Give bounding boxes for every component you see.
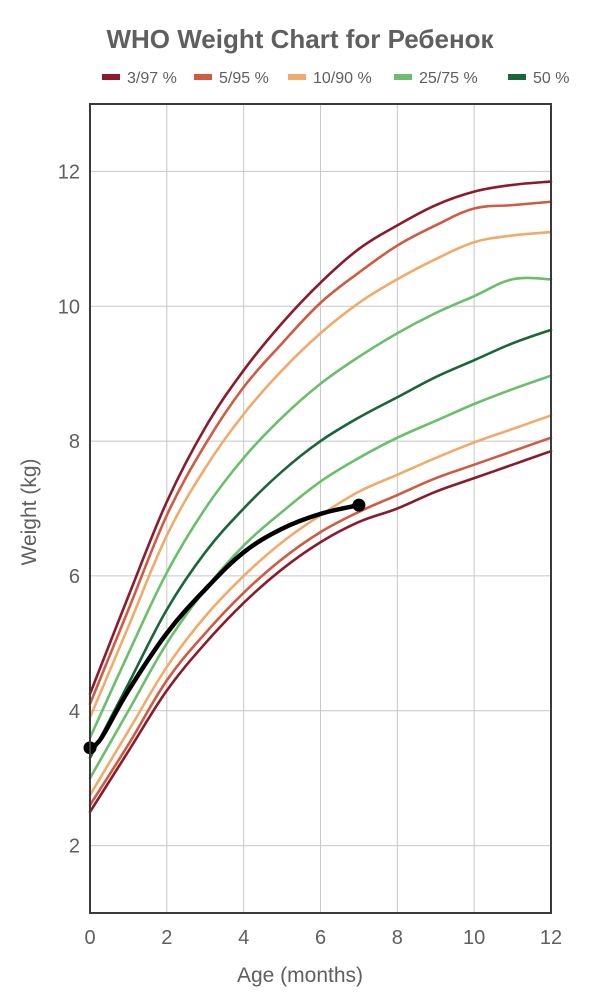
percentile-line-4 (88, 328, 553, 760)
legend-label: 50 % (533, 70, 569, 87)
legend-item: 25/75 % (394, 70, 478, 87)
y-tick-label: 12 (58, 161, 80, 183)
percentile-line-0 (88, 449, 553, 814)
legend-swatch (288, 74, 306, 80)
percentile-line-7 (88, 200, 553, 706)
legend-swatch (508, 74, 526, 80)
percentile-line-8 (88, 180, 553, 696)
x-tick-label: 10 (463, 927, 485, 949)
legend-label: 25/75 % (419, 70, 478, 87)
legend-item: 3/97 % (102, 70, 177, 87)
x-axis-label: Age (months) (237, 964, 363, 987)
y-tick-label: 10 (58, 296, 80, 318)
y-tick-label: 8 (69, 431, 80, 453)
x-tick-label: 4 (238, 927, 249, 949)
percentile-line-5 (88, 276, 553, 740)
x-tick-label: 0 (84, 927, 95, 949)
grid (90, 104, 551, 913)
y-tick-label: 2 (69, 836, 80, 858)
legend-label: 3/97 % (127, 70, 177, 87)
legend-swatch (394, 74, 412, 80)
x-tick-label: 8 (392, 927, 403, 949)
legend-item: 50 % (508, 70, 569, 87)
legend-item: 10/90 % (288, 70, 372, 87)
y-tick-labels: 2 4 6 8 10 12 (58, 161, 80, 857)
legend-label: 5/95 % (219, 70, 269, 87)
y-tick-label: 6 (69, 566, 80, 588)
child-weight-line (87, 502, 362, 751)
percentile-line-6 (88, 230, 553, 719)
chart-title: WHO Weight Chart for Ребенок (106, 24, 494, 54)
x-tick-label: 2 (161, 927, 172, 949)
legend: 3/97 % 5/95 % 10/90 % 25/75 % 50 % (102, 70, 569, 87)
legend-swatch (194, 74, 212, 80)
y-tick-label: 4 (69, 701, 80, 723)
percentile-line-3 (88, 374, 553, 780)
legend-label: 10/90 % (313, 70, 372, 87)
child-weight-point[interactable] (352, 498, 366, 512)
plot-frame (89, 103, 552, 914)
legend-item: 5/95 % (194, 70, 269, 87)
x-tick-label: 6 (315, 927, 326, 949)
y-axis-label: Weight (kg) (18, 459, 41, 566)
legend-swatch (102, 74, 120, 80)
x-tick-labels: 0 2 4 6 8 10 12 (84, 927, 562, 949)
x-tick-label: 12 (540, 927, 562, 949)
percentile-line-1 (88, 436, 553, 807)
